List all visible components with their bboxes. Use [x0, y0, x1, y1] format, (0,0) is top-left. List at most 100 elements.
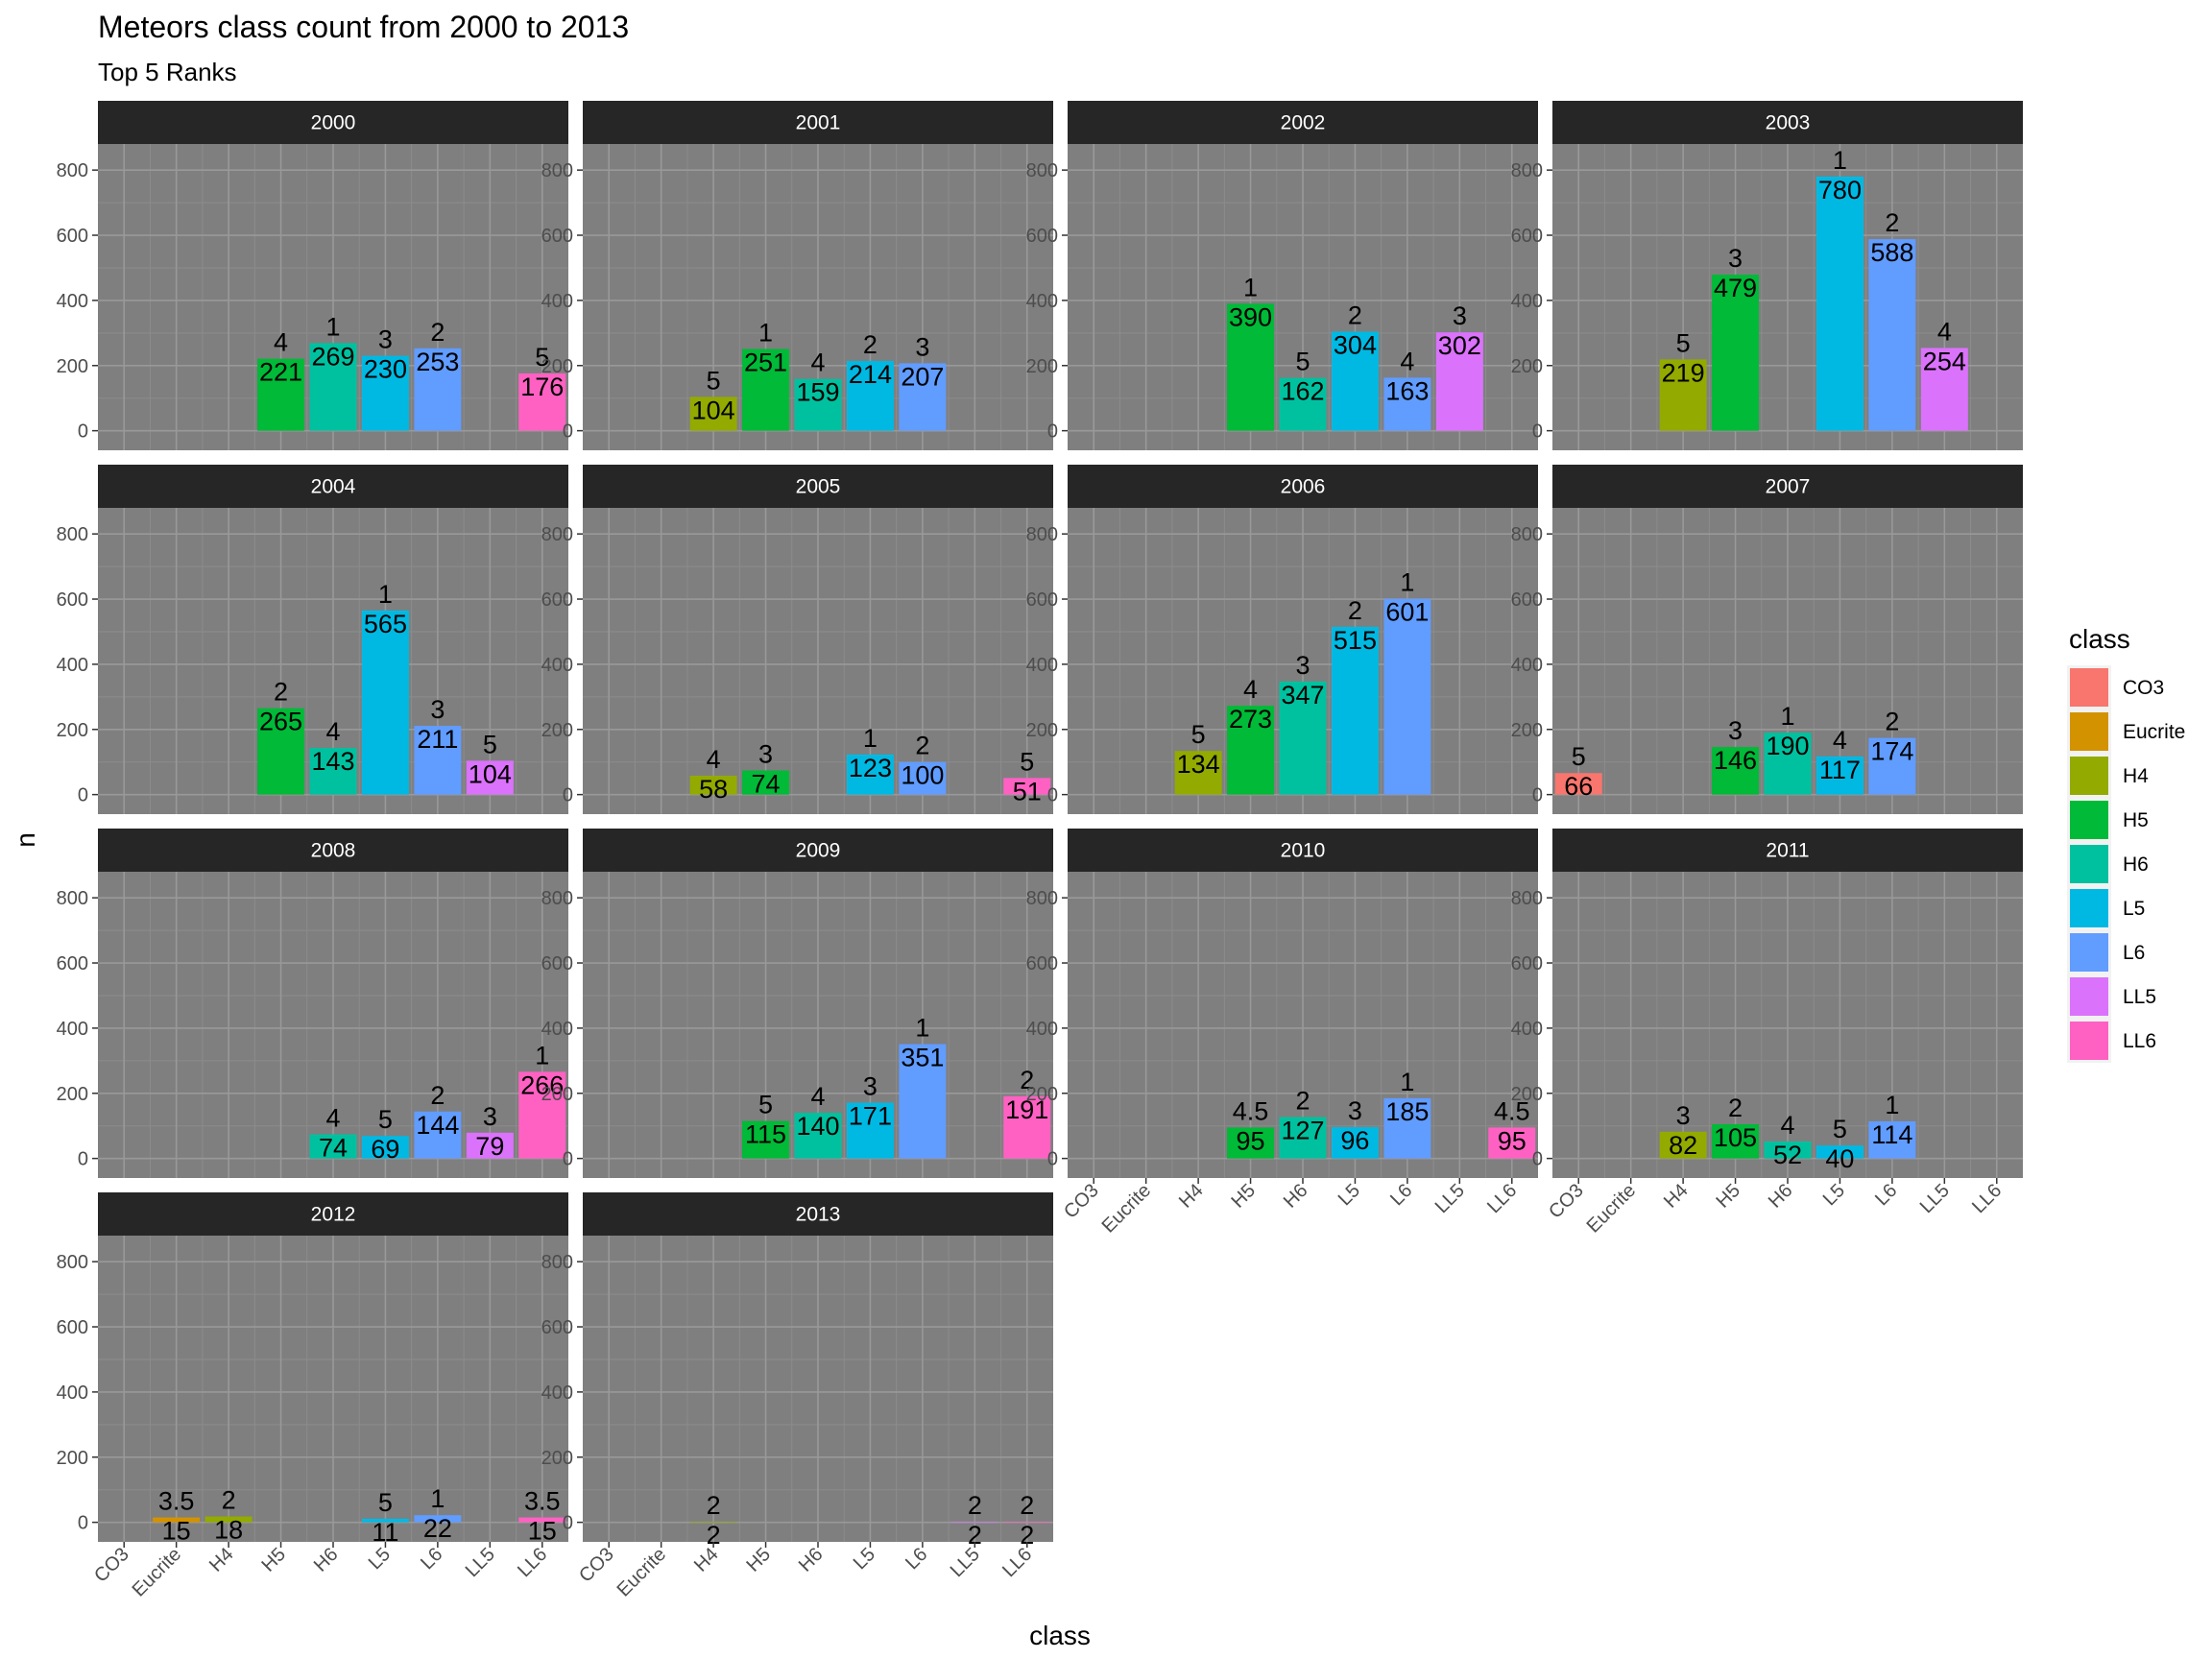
facet-strip-label: 2002 [1281, 112, 1326, 134]
y-tick-label: 0 [563, 1513, 573, 1534]
bar-H5 [257, 708, 305, 795]
x-tick-label: H6 [795, 1544, 828, 1576]
bar-value-label: 211 [417, 725, 458, 754]
bar-rank-label: 5 [1020, 747, 1034, 776]
bar-H5 [1227, 303, 1275, 431]
bar-LL5 [1435, 332, 1483, 431]
bar-value-label: 95 [1237, 1126, 1265, 1155]
legend-swatch-L6 [2070, 933, 2108, 972]
bar-L6 [1868, 1120, 1916, 1159]
bar-value-label: 96 [1340, 1126, 1369, 1155]
bar-rank-label: 1 [915, 1014, 929, 1043]
bar-L5 [361, 610, 409, 795]
bar-L6 [1868, 239, 1916, 431]
bar-rank-label: 4 [325, 717, 340, 746]
y-tick-label: 800 [1511, 888, 1543, 909]
facet-strip-label: 2000 [311, 112, 356, 134]
bar-rank-label: 4 [707, 745, 721, 774]
y-tick-label: 200 [1511, 720, 1543, 741]
bar-L5 [361, 1136, 409, 1159]
bar-rank-label: 3 [430, 695, 445, 724]
bar-H5 [742, 1120, 790, 1159]
bar-value-label: 117 [1819, 756, 1861, 784]
bar-value-label: 273 [1229, 705, 1272, 733]
y-tick-label: 600 [1511, 953, 1543, 974]
bar-rank-label: 2 [1728, 1094, 1743, 1122]
bar-L6 [414, 1111, 462, 1159]
bar-rank-label: 5 [378, 1105, 393, 1134]
bar-value-label: 176 [520, 373, 564, 401]
bar-rank-label: 3.5 [524, 1487, 561, 1516]
y-tick-label: 600 [1026, 226, 1058, 247]
x-tick-label: H5 [1712, 1180, 1744, 1213]
y-tick-label: 800 [541, 1252, 573, 1273]
bar-value-label: 230 [364, 355, 407, 384]
y-tick-label: 200 [541, 720, 573, 741]
x-tick-label: L5 [1334, 1180, 1364, 1210]
bar-rank-label: 4 [1400, 347, 1414, 375]
y-tick-label: 400 [1511, 1019, 1543, 1040]
bar-rank-label: 4.5 [1494, 1096, 1530, 1125]
y-tick-label: 0 [1047, 421, 1058, 443]
bar-rank-label: 4 [1243, 675, 1258, 704]
x-tick-label: LL5 [462, 1544, 499, 1581]
x-tick-label: H6 [1280, 1180, 1312, 1213]
y-tick-label: 200 [1511, 1084, 1543, 1105]
y-tick-label: 400 [541, 655, 573, 676]
x-tick-label: H4 [205, 1544, 238, 1576]
bar-value-label: 515 [1334, 626, 1377, 655]
bar-value-label: 162 [1281, 377, 1324, 406]
bar-L5 [846, 361, 894, 431]
bar-LL6 [1488, 1127, 1536, 1159]
bar-value-label: 104 [469, 759, 512, 788]
bar-LL6 [518, 373, 566, 431]
y-tick-label: 200 [541, 1084, 573, 1105]
bar-value-label: 390 [1229, 302, 1272, 331]
bar-value-label: 22 [423, 1514, 452, 1543]
bar-value-label: 185 [1385, 1097, 1429, 1126]
x-tick-label: Eucrite [613, 1544, 671, 1601]
bar-value-label: 58 [699, 775, 728, 804]
y-tick-label: 600 [1511, 226, 1543, 247]
bar-rank-label: 2 [968, 1491, 982, 1520]
bar-rank-label: 3 [1676, 1101, 1691, 1130]
bar-CO3 [1554, 773, 1602, 795]
y-tick-label: 200 [1026, 356, 1058, 377]
y-tick-label: 800 [541, 888, 573, 909]
bar-value-label: 15 [528, 1517, 557, 1546]
legend-swatch-H6 [2070, 845, 2108, 883]
y-tick-label: 0 [78, 1513, 88, 1534]
bar-rank-label: 1 [378, 580, 393, 609]
bar-rank-label: 1 [1243, 273, 1258, 301]
facet-strip [1552, 101, 2023, 144]
bar-value-label: 163 [1385, 376, 1429, 405]
bar-rank-label: 2 [1348, 301, 1362, 329]
bar-rank-label: 5 [1191, 720, 1206, 749]
bar-L6 [1868, 737, 1916, 795]
bar-L6 [899, 1044, 947, 1159]
bar-L5 [1331, 626, 1379, 795]
bar-rank-label: 4 [810, 349, 825, 377]
bar-value-label: 74 [752, 770, 781, 799]
bar-rank-label: 4 [1833, 726, 1847, 755]
bar-H5 [742, 770, 790, 795]
bar-rank-label: 4 [810, 1082, 825, 1111]
bar-H6 [1279, 681, 1327, 795]
x-tick-label: CO3 [90, 1544, 133, 1587]
legend-swatch-LL5 [2070, 977, 2108, 1016]
x-tick-label: Eucrite [1098, 1180, 1156, 1238]
bar-L6 [899, 761, 947, 795]
bar-rank-label: 5 [758, 1091, 773, 1119]
y-tick-label: 200 [541, 356, 573, 377]
x-tick-label: L6 [417, 1544, 446, 1574]
y-tick-label: 400 [57, 1019, 88, 1040]
bar-H5 [257, 358, 305, 431]
y-tick-label: 800 [1026, 160, 1058, 181]
bar-value-label: 11 [372, 1518, 398, 1547]
